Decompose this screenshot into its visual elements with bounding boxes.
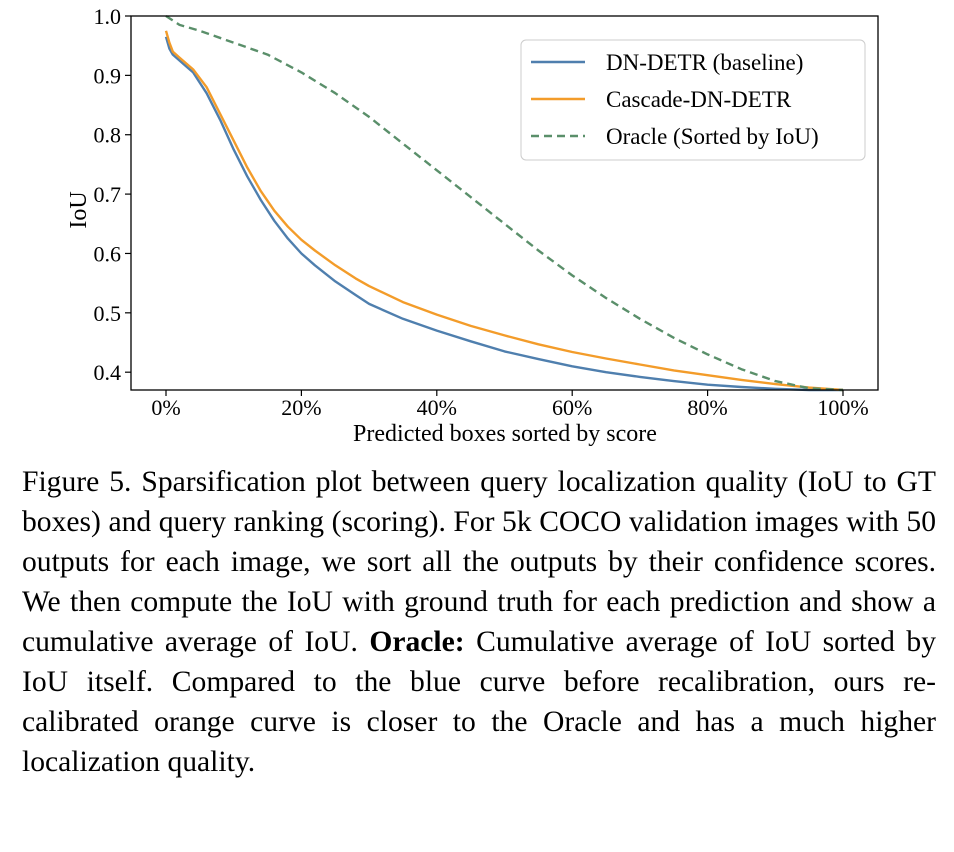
x-tick-label: 0% bbox=[151, 395, 180, 420]
legend-label-3: Oracle (Sorted by IoU) bbox=[606, 124, 819, 149]
x-tick-label: 60% bbox=[552, 395, 592, 420]
caption-text-part2: Cumulative average of IoU sorted by IoU … bbox=[22, 626, 936, 778]
y-tick-label: 0.5 bbox=[94, 301, 122, 326]
series-line-2 bbox=[164, 30, 844, 392]
figure-caption: Figure 5. Sparsification plot between qu… bbox=[22, 462, 936, 782]
y-tick-label: 0.9 bbox=[94, 63, 122, 88]
x-axis-ticks: 0% 20% 40% 60% 80% 100% bbox=[151, 390, 869, 420]
y-axis-ticks: 0.4 0.5 0.6 0.7 0.8 0.9 1.0 bbox=[94, 4, 131, 385]
legend-label-2: Cascade-DN-DETR bbox=[606, 87, 792, 112]
plot-frame bbox=[130, 15, 879, 391]
caption-oracle-term: Oracle: bbox=[369, 626, 465, 658]
y-tick-label: 0.8 bbox=[94, 123, 122, 148]
series-line-3 bbox=[165, 14, 844, 392]
legend-label-1: DN-DETR (baseline) bbox=[606, 50, 803, 75]
x-tick-label: 20% bbox=[281, 395, 321, 420]
caption-text-part1: Sparsification plot between query locali… bbox=[22, 466, 937, 658]
x-tick-label: 80% bbox=[687, 395, 727, 420]
plot-area bbox=[164, 14, 844, 392]
y-tick-label: 1.0 bbox=[94, 4, 122, 29]
x-tick-label: 100% bbox=[817, 395, 868, 420]
x-tick-label: 40% bbox=[417, 395, 457, 420]
y-tick-label: 0.6 bbox=[94, 241, 122, 266]
caption-label: Figure 5. bbox=[22, 466, 132, 498]
series-line-1 bbox=[164, 36, 843, 392]
legend-box bbox=[520, 39, 866, 161]
x-axis-label: Predicted boxes sorted by score bbox=[353, 421, 657, 447]
y-tick-label: 0.4 bbox=[94, 360, 122, 385]
sparsification-chart: 0% 20% 40% 60% 80% 100% 0.4 0.5 0.6 0.7 0.8 0.9 1.0… bbox=[66, 4, 879, 447]
legend: DN-DETR (baseline) Cascade-DN-DETR Oracle … bbox=[520, 39, 866, 161]
y-axis-label: IoU bbox=[66, 191, 92, 228]
y-tick-label: 0.7 bbox=[94, 182, 122, 207]
